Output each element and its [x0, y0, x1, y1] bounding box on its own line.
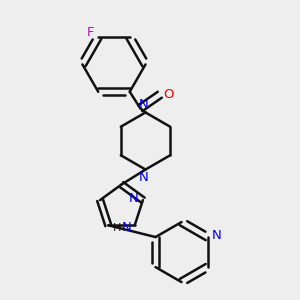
Text: F: F: [87, 26, 94, 39]
Text: N: N: [128, 192, 138, 205]
Text: N: N: [139, 170, 149, 184]
Text: N: N: [212, 229, 221, 242]
Text: O: O: [163, 88, 173, 101]
Text: H: H: [112, 223, 121, 233]
Text: N: N: [139, 98, 149, 112]
Text: N: N: [122, 221, 131, 234]
